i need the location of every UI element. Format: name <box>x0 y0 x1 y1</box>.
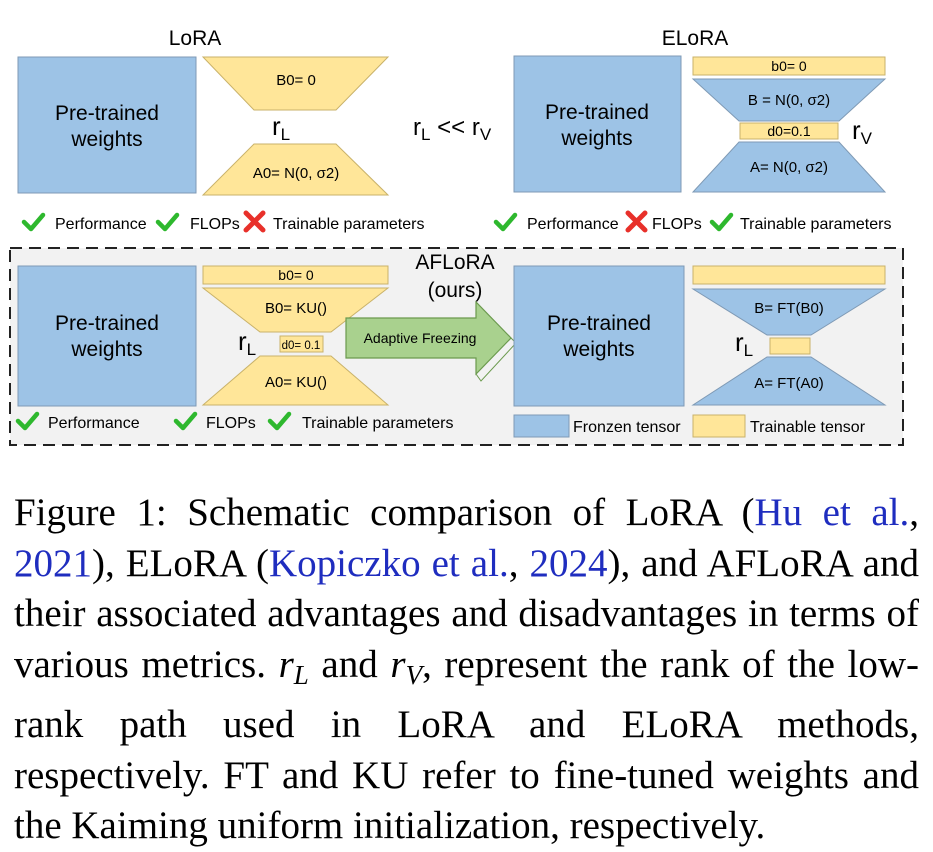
caption-text-4: , <box>508 541 530 585</box>
caption-text-1: Schematic comparison of LoRA ( <box>166 491 755 534</box>
aflora-metric-performance: Performance <box>48 415 140 432</box>
lora-pretrained-label-2: weights <box>70 128 142 151</box>
aflora-b0-vector <box>202 265 389 285</box>
aflora-a0-label: A0= KU() <box>265 374 327 391</box>
aflora-d0-vector <box>279 335 324 353</box>
aflora-metric-params: Trainable parameters <box>302 415 453 432</box>
aflora-rank-label-right: rL <box>735 327 753 360</box>
aflora-b-label: B= FT(B0) <box>754 300 824 317</box>
rank-comparison: rL << rV <box>413 114 492 144</box>
caption-text-3: ), ELoRA ( <box>92 541 269 585</box>
lora-metric-params: Trainable parameters <box>273 216 424 233</box>
aflora-a-matrix-right <box>691 356 887 406</box>
legend-frozen-swatch <box>513 414 570 438</box>
citation-hu-authors[interactable]: Hu et al. <box>754 491 910 534</box>
aflora-ours: (ours) <box>428 279 483 302</box>
elora-b0-label: b0= 0 <box>771 58 807 74</box>
adaptive-freezing-label: Adaptive Freezing <box>364 330 477 346</box>
aflora-a-label: A= FT(A0) <box>754 375 824 392</box>
elora-metric-performance: Performance <box>527 216 619 233</box>
elora-rank-label: rV <box>852 115 873 148</box>
aflora-b-matrix-right <box>691 288 887 336</box>
lora-a0-label: A0= N(0, σ2) <box>253 165 339 182</box>
elora-b0-vector <box>692 56 886 76</box>
lora-pretrained-label-1: Pre-trained <box>55 102 159 125</box>
lora-rank-label: rL <box>272 111 290 144</box>
legend-frozen-label: Fronzen tensor <box>573 419 681 436</box>
lora-b-matrix <box>201 56 390 111</box>
aflora-metric-flops: FLOPs <box>206 415 256 432</box>
aflora-b0-label: B0= KU() <box>265 300 327 317</box>
lora-a-matrix <box>201 143 390 196</box>
elora-pretrained-block <box>513 55 682 193</box>
elora-metric-flops: FLOPs <box>652 216 702 233</box>
aflora-pretrained-left <box>17 265 197 407</box>
aflora-rank-label-left: rL <box>238 326 256 359</box>
aflora-b0-small-label: b0= 0 <box>278 267 314 283</box>
elora-pretrained-label-1: Pre-trained <box>545 101 649 124</box>
math-r-l: rL <box>278 642 309 690</box>
citation-kopiczko-year[interactable]: 2024 <box>529 541 608 585</box>
elora-d0-label: d0=0.1 <box>767 123 810 139</box>
elora-b-label: B = N(0, σ2) <box>748 92 830 109</box>
legend-trainable-swatch <box>692 414 746 438</box>
caption-text-6: and <box>308 642 391 686</box>
elora-d0-vector <box>739 122 839 140</box>
aflora-title: AFLoRA <box>415 251 494 274</box>
lora-title: LoRA <box>169 27 222 50</box>
aflora-pretrained-right-label-2: weights <box>562 338 634 361</box>
legend-trainable-label: Trainable tensor <box>750 419 866 436</box>
aflora-a-matrix-left <box>201 355 390 406</box>
lora-metrics-row: Performance FLOPs Trainable parameters <box>24 213 424 233</box>
elora-a-label: A= N(0, σ2) <box>750 159 828 176</box>
citation-hu-year[interactable]: 2021 <box>14 541 92 585</box>
elora-b-matrix <box>691 78 887 122</box>
aflora-pretrained-left-label-1: Pre-trained <box>55 312 159 335</box>
lora-pretrained-block <box>17 56 197 194</box>
aflora-pretrained-right <box>513 265 685 407</box>
caption-text-2: , <box>909 491 919 534</box>
math-r-v: rV <box>390 642 423 690</box>
elora-title: ELoRA <box>662 27 729 50</box>
elora-metric-params: Trainable parameters <box>740 216 891 233</box>
aflora-b-matrix-left <box>201 287 390 333</box>
caption-text-5: ), and AFLoRA and their associated advan… <box>14 541 919 686</box>
elora-metrics-row: Performance FLOPs Trainable parameters <box>496 213 891 233</box>
aflora-b-vector-right <box>692 265 886 285</box>
elora-a-matrix <box>691 141 887 193</box>
lora-metric-performance: Performance <box>55 216 147 233</box>
aflora-pretrained-right-label-1: Pre-trained <box>547 312 651 335</box>
citation-kopiczko-authors[interactable]: Kopiczko et al. <box>268 541 509 585</box>
lora-metric-flops: FLOPs <box>190 216 240 233</box>
aflora-metrics-row: Performance FLOPs Trainable parameters <box>18 414 453 432</box>
aflora-d-vector-right <box>769 337 811 355</box>
caption-text-7: , represent the rank of the low-rank pat… <box>14 642 920 848</box>
lora-b0-label: B0= 0 <box>276 72 316 89</box>
schematic-figure: LoRA Pre-trained weights B0= 0 rL A0= N(… <box>9 27 904 446</box>
aflora-pretrained-left-label-2: weights <box>70 338 142 361</box>
aflora-d0-label: d0= 0.1 <box>282 340 321 352</box>
adaptive-freezing-arrow <box>345 300 512 376</box>
tensor-legend: Fronzen tensor Trainable tensor <box>513 414 866 438</box>
caption-figure-label: Figure 1: <box>14 491 167 534</box>
elora-pretrained-label-2: weights <box>560 127 632 150</box>
figure-caption: Figure 1: Schematic comparison of LoRA (… <box>14 488 919 852</box>
